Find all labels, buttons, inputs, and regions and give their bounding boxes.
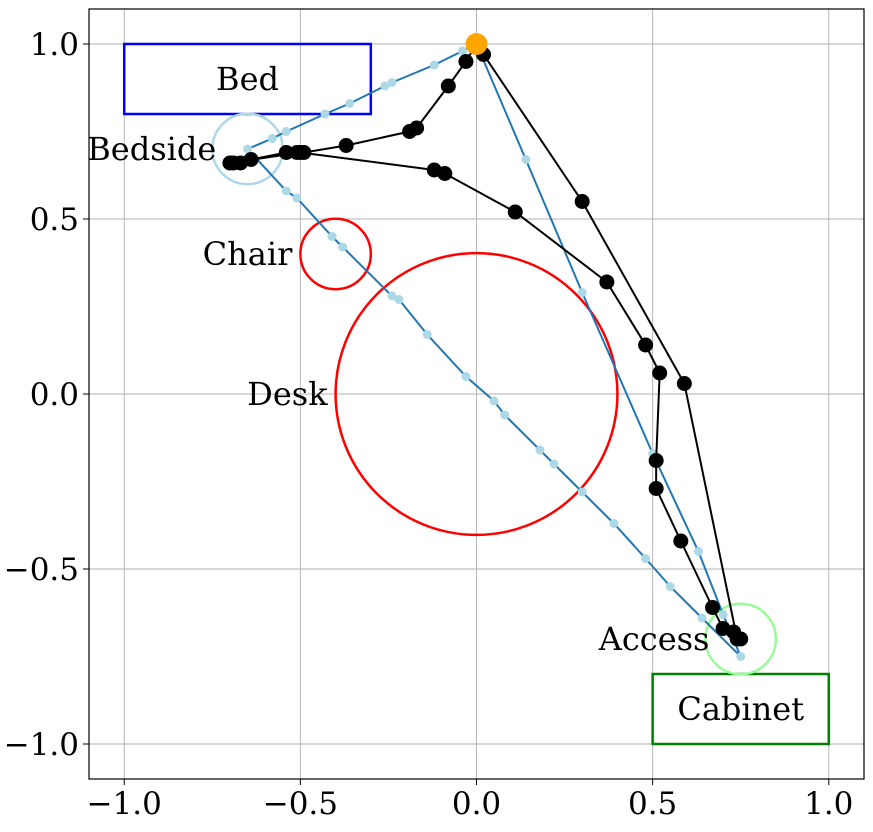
reference-path-point [422, 330, 432, 339]
executed-path-point [507, 204, 523, 220]
reference-path-point [641, 554, 651, 563]
executed-path-point [402, 124, 418, 139]
reference-path-point [697, 613, 707, 623]
reference-path-point [609, 519, 619, 528]
x-tick-label: 0.5 [628, 786, 677, 822]
reference-path-point [457, 46, 467, 56]
reference-path-point [292, 193, 302, 203]
executed-path-point [574, 194, 590, 209]
executed-path-point [729, 631, 745, 647]
y-tick-label: 0.5 [30, 202, 79, 238]
executed-path-point [222, 155, 238, 171]
reference-path-point [549, 459, 559, 469]
reference-path-point [327, 232, 337, 241]
executed-path-layer [222, 36, 749, 647]
reference-path-point [243, 144, 253, 154]
executed-path-line [229, 43, 744, 640]
reference-path-point [267, 134, 277, 143]
executed-path-point [278, 145, 294, 160]
executed-path-point [673, 533, 689, 549]
obstacle-bed-label: Bed [216, 60, 279, 98]
reference-path-point [500, 410, 510, 420]
reference-path-point [736, 652, 746, 661]
reference-path-layer [243, 39, 746, 661]
reference-path-point [345, 99, 355, 108]
reference-path-point [387, 291, 397, 301]
obstacle-desk-label: Desk [247, 375, 328, 413]
reference-path-point [429, 60, 439, 70]
reference-path-point [489, 396, 499, 406]
executed-path-point [338, 138, 354, 153]
reference-path-point [577, 288, 587, 297]
executed-path-point [440, 78, 456, 94]
executed-path-point [437, 166, 453, 181]
reference-path-point [281, 186, 291, 196]
y-axis-ticks: 1.0 0.5 0.0 −0.5 −1.0 [4, 27, 89, 763]
reference-path-point [693, 547, 703, 556]
y-tick-label: −0.5 [4, 552, 79, 588]
x-tick-label: −1.0 [87, 786, 162, 822]
reference-path-point [461, 372, 471, 381]
region-access-circle [704, 602, 778, 676]
y-tick-label: 1.0 [30, 27, 79, 63]
reference-path-point [380, 81, 390, 91]
executed-path-point [648, 453, 664, 468]
x-tick-label: 0.0 [452, 786, 501, 822]
reference-path-point [665, 582, 675, 591]
x-tick-label: 1.0 [804, 786, 853, 822]
reference-path-point [718, 610, 728, 619]
reference-path-point [320, 109, 330, 119]
executed-path-point [292, 145, 308, 160]
executed-path-point [652, 365, 668, 381]
executed-path-point [638, 337, 654, 353]
region-access-label: Access [598, 620, 710, 658]
executed-path-point [676, 376, 692, 391]
region-bedside-label: Bedside [87, 130, 216, 168]
reference-path-point [577, 487, 587, 497]
reference-path-point [387, 78, 397, 87]
obstacle-desk-circle [334, 251, 619, 537]
reference-path-point [338, 242, 348, 252]
executed-path-point [599, 274, 615, 290]
obstacle-cabinet-label: Cabinet [677, 690, 804, 728]
grid-lines [89, 9, 864, 779]
annotation-labels-layer: Bed Cabinet Chair Desk Bedside Access [87, 60, 804, 728]
executed-path-point [458, 54, 474, 69]
reference-path-point [394, 295, 404, 304]
reference-path-point [535, 445, 545, 455]
reference-path-point [281, 127, 291, 136]
obstacle-chair-circle [299, 217, 373, 291]
start-layer [465, 33, 488, 55]
y-tick-label: −1.0 [4, 727, 79, 763]
y-tick-label: 0.0 [30, 377, 79, 413]
executed-path-point [705, 600, 721, 615]
start-marker [465, 33, 488, 55]
executed-path-point [648, 481, 664, 496]
x-tick-label: −0.5 [263, 786, 338, 822]
obstacle-chair-label: Chair [203, 235, 293, 273]
x-axis-ticks: −1.0 −0.5 0.0 0.5 1.0 [87, 779, 853, 822]
reference-path-point [521, 155, 531, 164]
